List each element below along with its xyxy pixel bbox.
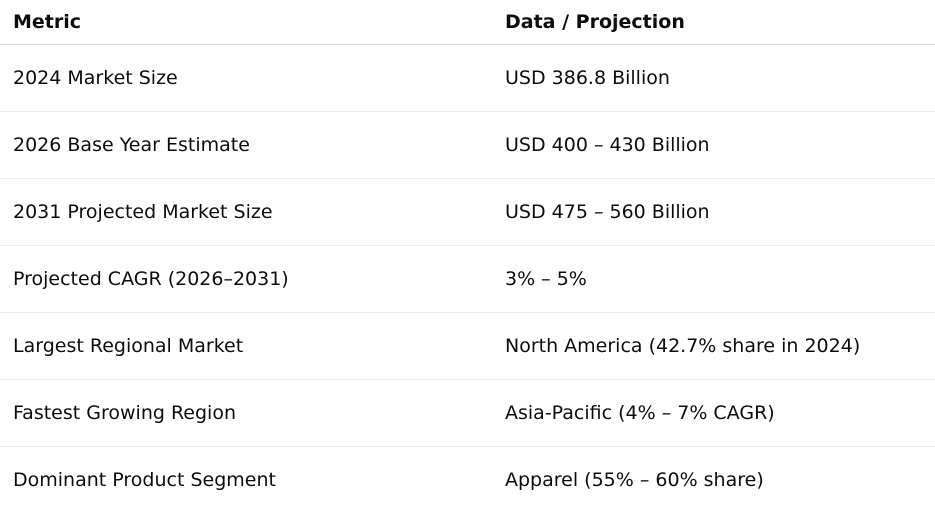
- value-cell: North America (42.7% share in 2024): [492, 312, 935, 380]
- header-metric: Metric: [0, 0, 492, 45]
- header-data-projection: Data / Projection: [492, 0, 935, 45]
- value-cell: Apparel (55% – 60% share): [505, 469, 764, 491]
- table-row: 2031 Projected Market Size USD 475 – 560…: [0, 178, 935, 246]
- table-row: Largest Regional Market North America (4…: [0, 312, 935, 380]
- value-cell: USD 400 – 430 Billion: [492, 111, 935, 179]
- metric-cell: 2026 Base Year Estimate: [0, 111, 492, 179]
- metric-cell: 2024 Market Size: [0, 44, 492, 112]
- table-row: Fastest Growing Region Asia-Pacific (4% …: [0, 379, 935, 447]
- table-header-row: Metric Data / Projection: [0, 0, 935, 45]
- table-row: Dominant Product Segment Apparel (55% – …: [0, 447, 935, 514]
- table-row: 2026 Base Year Estimate USD 400 – 430 Bi…: [0, 111, 935, 179]
- metric-cell: Largest Regional Market: [0, 312, 492, 380]
- value-cell: 3% – 5%: [492, 245, 935, 313]
- value-cell: USD 475 – 560 Billion: [492, 178, 935, 246]
- value-cell: Asia-Pacific (4% – 7% CAGR): [492, 379, 935, 447]
- metric-cell: Dominant Product Segment: [13, 469, 276, 491]
- metric-cell: Fastest Growing Region: [0, 379, 492, 447]
- value-cell: USD 386.8 Billion: [492, 44, 935, 112]
- market-metrics-table: Metric Data / Projection 2024 Market Siz…: [0, 0, 935, 514]
- metric-cell: Projected CAGR (2026–2031): [0, 245, 492, 313]
- table-row: Projected CAGR (2026–2031) 3% – 5%: [0, 245, 935, 313]
- table-row: 2024 Market Size USD 386.8 Billion: [0, 44, 935, 112]
- metric-cell: 2031 Projected Market Size: [0, 178, 492, 246]
